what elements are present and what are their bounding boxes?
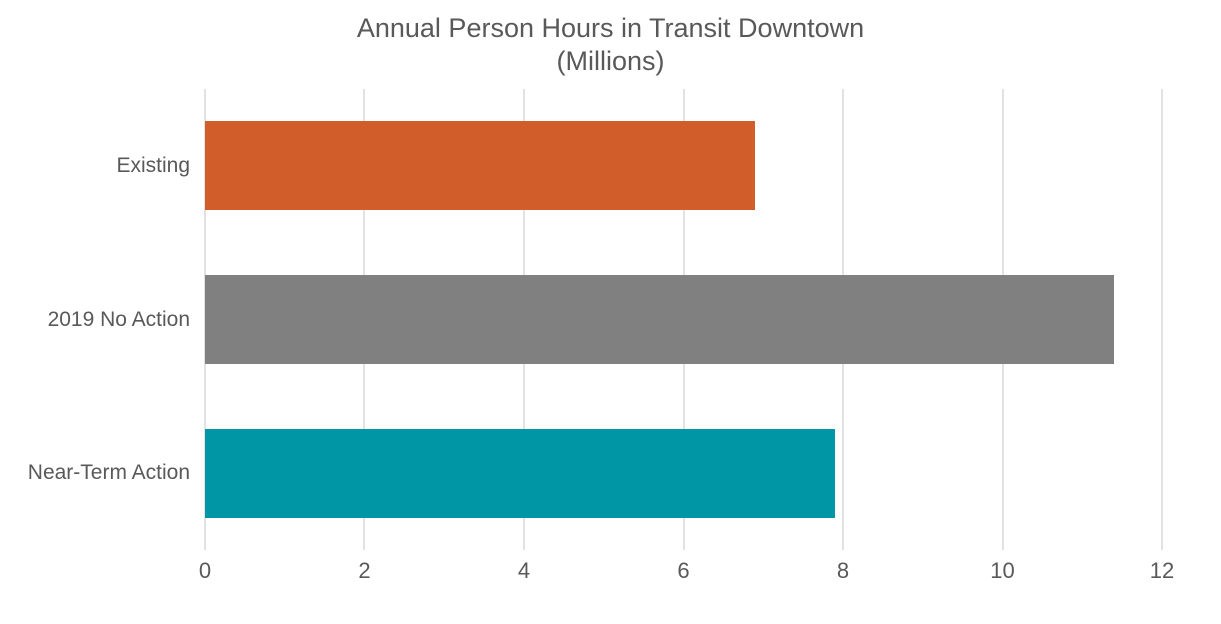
category-label-2019-no-action: 2019 No Action [47, 307, 190, 331]
bar-existing [205, 121, 756, 211]
x-axis-tick-label-0: 0 [198, 558, 212, 583]
x-axis-tick-labels: 0 2 4 6 8 10 12 [199, 558, 1174, 586]
x-axis-tick-label-12: 12 [1149, 558, 1175, 583]
x-axis-tick-label-2: 2 [358, 558, 371, 583]
x-axis-tick-label-10: 10 [990, 558, 1015, 583]
bar-2019-no-action [205, 275, 1115, 364]
bar-near-term-action [205, 428, 836, 518]
plot-area [204, 89, 1163, 550]
category-label-existing: Existing [116, 153, 190, 177]
chart-title-block: Annual Person Hours in Transit Downtown … [0, 12, 1221, 78]
y-axis-category-labels: Existing 2019 No Action Near-Term Action [0, 89, 190, 550]
category-label-near-term-action: Near-Term Action [27, 461, 190, 485]
chart-subtitle: (Millions) [556, 46, 665, 76]
chart-title: Annual Person Hours in Transit Downtown [356, 13, 865, 43]
x-axis-tick-label-4: 4 [517, 558, 531, 583]
x-axis-tick-label-6: 6 [677, 558, 690, 583]
gridline-x-12 [1161, 89, 1163, 550]
x-axis-tick-label-8: 8 [836, 558, 850, 583]
